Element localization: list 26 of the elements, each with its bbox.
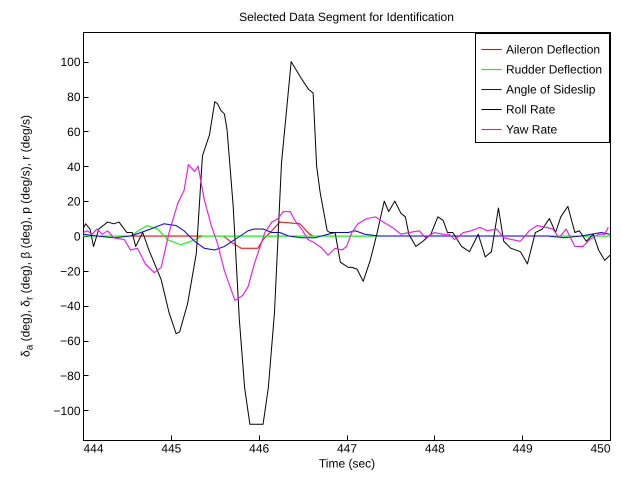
x-tick-label: 446 xyxy=(249,442,270,456)
y-tick-label: 100 xyxy=(60,55,81,70)
y-tick-label: −100 xyxy=(53,404,81,418)
y-tick-label: 20 xyxy=(67,194,81,209)
legend-label: Rudder Deflection xyxy=(506,62,602,76)
y-tick-label: −80 xyxy=(60,368,81,383)
legend-label: Yaw Rate xyxy=(506,122,558,136)
x-axis-title: Time (sec) xyxy=(318,456,376,470)
y-tick-label: 80 xyxy=(67,90,81,104)
x-tick-label: 447 xyxy=(336,442,358,456)
y-tick-label: −20 xyxy=(60,264,81,278)
x-tick-label: 448 xyxy=(424,442,446,456)
legend-label: Roll Rate xyxy=(506,102,556,116)
chart-title: Selected Data Segment for Identification xyxy=(239,10,454,24)
legend-label: Angle of Sideslip xyxy=(506,82,596,96)
x-tick-label: 449 xyxy=(512,442,533,456)
y-tick-label: 60 xyxy=(67,124,81,139)
x-tick-label: 450 xyxy=(590,442,611,456)
line-series xyxy=(83,164,609,302)
y-tick-label: 0 xyxy=(74,230,81,244)
y-tick-label: −60 xyxy=(60,334,81,348)
x-tick-label: 444 xyxy=(84,442,104,456)
y-tick-label: 40 xyxy=(67,160,81,174)
legend-label: Aileron Deflection xyxy=(506,42,600,56)
y-tick-label: −40 xyxy=(60,299,81,314)
x-tick-label: 445 xyxy=(161,442,182,456)
